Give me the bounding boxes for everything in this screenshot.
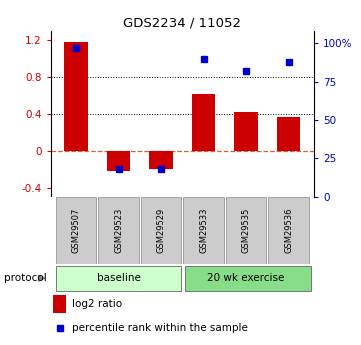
Bar <box>98 197 139 264</box>
Text: GSM29533: GSM29533 <box>199 208 208 253</box>
Text: baseline: baseline <box>97 273 140 283</box>
Title: GDS2234 / 11052: GDS2234 / 11052 <box>123 17 241 30</box>
Text: 20 wk exercise: 20 wk exercise <box>207 273 285 283</box>
Text: GSM29535: GSM29535 <box>242 208 251 253</box>
Bar <box>56 197 96 264</box>
Bar <box>53 295 66 313</box>
Text: GSM29529: GSM29529 <box>157 208 166 253</box>
Text: GSM29523: GSM29523 <box>114 208 123 253</box>
Bar <box>192 94 215 151</box>
Bar <box>183 197 224 264</box>
Text: GSM29507: GSM29507 <box>71 208 81 253</box>
Text: log2 ratio: log2 ratio <box>71 299 122 309</box>
Text: percentile rank within the sample: percentile rank within the sample <box>71 323 248 333</box>
Bar <box>268 197 309 264</box>
Text: protocol: protocol <box>4 273 46 283</box>
Text: GSM29536: GSM29536 <box>284 208 293 253</box>
Bar <box>234 112 258 151</box>
Bar <box>56 266 182 290</box>
Bar <box>107 151 130 171</box>
Bar <box>185 266 311 290</box>
Bar <box>141 197 182 264</box>
Bar <box>277 117 300 151</box>
Bar <box>149 151 173 169</box>
Bar <box>226 197 266 264</box>
Bar <box>64 42 88 151</box>
